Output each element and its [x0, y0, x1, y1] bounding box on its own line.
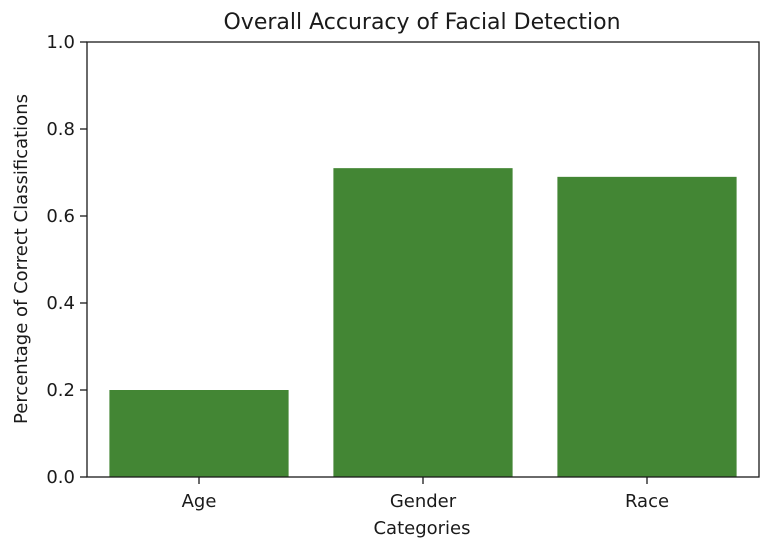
y-tick-label: 0.0	[46, 467, 75, 488]
bar-race	[557, 176, 737, 477]
x-axis-label: Categories	[373, 518, 470, 539]
y-axis-ticks: 0.0 0.2 0.4 0.6 0.8 1.0	[46, 32, 87, 488]
y-tick-label: 0.6	[46, 206, 75, 227]
x-tick-label: Gender	[390, 491, 457, 512]
chart-title: Overall Accuracy of Facial Detection	[223, 10, 620, 35]
bars-group	[109, 168, 737, 477]
y-tick-label: 0.4	[46, 293, 75, 314]
bar-gender	[333, 168, 513, 477]
y-tick-label: 0.8	[46, 119, 75, 140]
x-axis-ticks: Age Gender Race	[182, 477, 669, 512]
bar-age	[109, 390, 289, 477]
x-tick-label: Age	[182, 491, 217, 512]
y-tick-label: 1.0	[46, 32, 75, 53]
x-tick-label: Race	[625, 491, 669, 512]
y-tick-label: 0.2	[46, 380, 75, 401]
y-axis-label: Percentage of Correct Classifications	[11, 94, 32, 424]
